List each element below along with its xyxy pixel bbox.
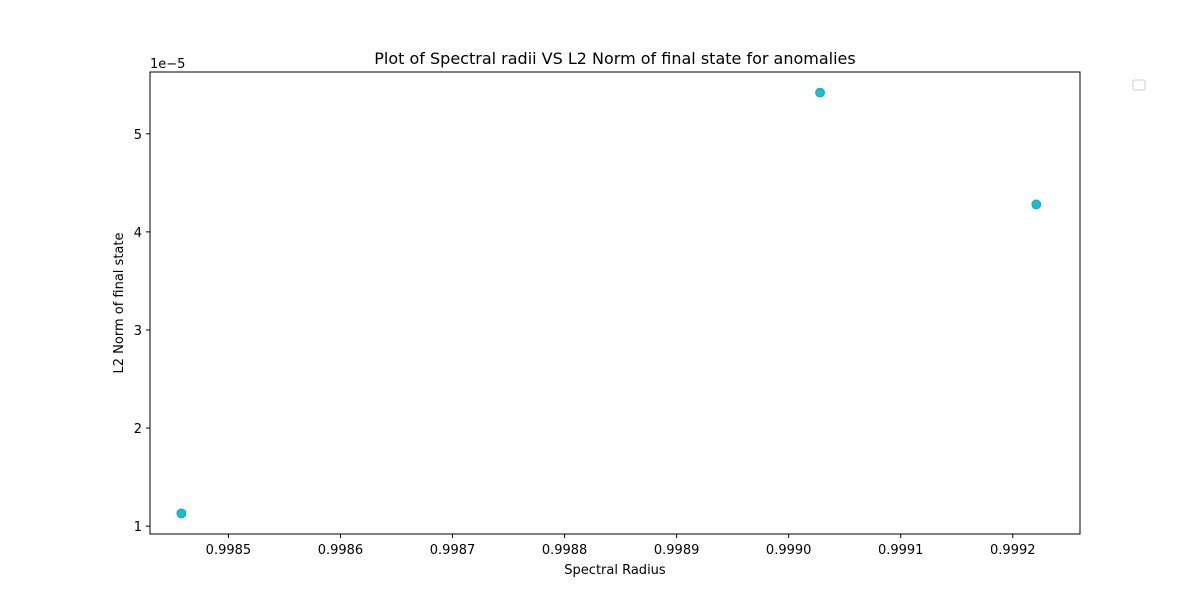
y-tick-label: 4 <box>134 226 142 241</box>
y-axis-label: L2 Norm of final state <box>112 233 127 374</box>
x-tick-label: 0.9990 <box>766 543 812 558</box>
x-tick-label: 0.9986 <box>318 543 364 558</box>
y-tick-label: 1 <box>134 520 142 535</box>
y-axis-ticks: 1 2 3 4 5 <box>134 128 150 535</box>
legend-box <box>1132 79 1146 91</box>
x-axis-label: Spectral Radius <box>564 563 666 578</box>
x-axis-ticks: 0.9985 0.9986 0.9987 0.9988 0.9989 0.9990 0.99… <box>206 534 1036 558</box>
x-tick-label: 0.9987 <box>430 543 476 558</box>
y-tick-label: 2 <box>134 422 142 437</box>
data-point <box>1031 199 1042 210</box>
x-tick-label: 0.9989 <box>654 543 700 558</box>
data-point <box>176 508 187 519</box>
y-tick-label: 3 <box>134 324 142 339</box>
x-tick-label: 0.9985 <box>206 543 252 558</box>
x-tick-label: 0.9988 <box>542 543 588 558</box>
x-tick-label: 0.9992 <box>990 543 1036 558</box>
y-tick-label: 5 <box>134 128 142 143</box>
plot-area <box>149 71 1081 535</box>
x-tick-label: 0.9991 <box>878 543 924 558</box>
data-points <box>176 87 1042 519</box>
y-axis-offset-label: 1e−5 <box>150 57 185 72</box>
chart-title: Plot of Spectral radii VS L2 Norm of fin… <box>374 49 855 68</box>
data-point <box>815 87 825 98</box>
